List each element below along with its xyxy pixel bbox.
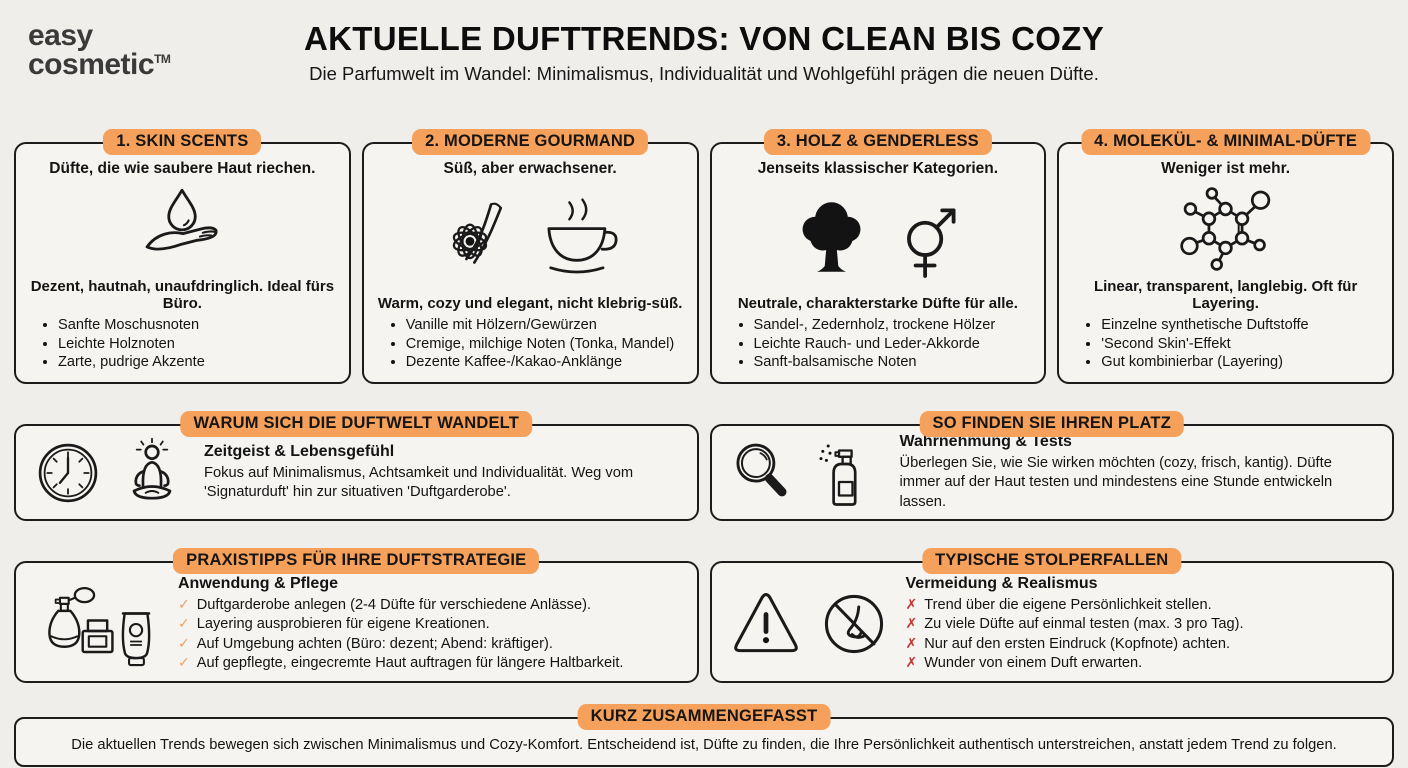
card-summary: KURZ ZUSAMMENGEFASST Die aktuellen Trend… [14, 704, 1394, 768]
tip-text: Auf gepflegte, eingecremte Haut auftrage… [196, 654, 624, 671]
molecule-icon [1170, 181, 1282, 275]
cross-icon: ✗ [905, 635, 918, 652]
tip-item: ✓ Auf Umgebung achten (Büro: dezent; Aben… [178, 635, 681, 654]
badge-holz-genderless: 3. HOLZ & GENDERLESS [763, 129, 992, 155]
card-holz-genderless: 3. HOLZ & GENDERLESS Jenseits klassische… [709, 129, 1047, 384]
badge-praxistipps: PRAXISTIPPS FÜR IHRE DUFTSTRATEGIE [173, 548, 540, 574]
trademark-symbol: TM [154, 51, 171, 66]
card-heading: Zeitgeist & Lebensgefühl [204, 442, 395, 460]
badge-summary: KURZ ZUSAMMENGEFASST [577, 704, 831, 730]
bullet-item: Cremige, milchige Noten (Tonka, Mandel) [406, 335, 687, 354]
warning-triangle-icon [728, 586, 804, 662]
bullet-item: Dezente Kaffee-/Kakao-Anklänge [406, 353, 687, 372]
bullet-list: Vanille mit Hölzern/Gewürzen Cremige, mi… [374, 316, 687, 372]
card-stolperfallen: TYPISCHE STOLPERFALLEN [709, 548, 1394, 683]
logo-line2: cosmeticTM [28, 47, 171, 81]
magnifier-icon [728, 437, 800, 509]
card-skin-scents: 1. SKIN SCENTS Düfte, die wie saubere Ha… [14, 129, 351, 384]
card-heading: Anwendung & Pflege [178, 574, 338, 592]
check-icon: ✓ [178, 596, 190, 613]
card-heading: Wahrnehmung & Tests [899, 433, 1072, 451]
card-moderne-gourmand: 2. MODERNE GOURMAND Süß, aber erwachsene… [361, 129, 699, 384]
statement: Warm, cozy und elegant, nicht klebrig-sü… [377, 295, 683, 313]
tip-item: ✗ Trend über die eigene Persönlichkeit st… [906, 596, 1377, 615]
vanilla-flower-icon [433, 195, 521, 279]
spray-bottle-icon [812, 437, 884, 509]
cross-icon: ✗ [905, 596, 918, 613]
droplet-hand-icon [130, 182, 234, 274]
perfume-set-icon [39, 580, 157, 668]
tip-item: ✗ Zu viele Düfte auf einmal testen (max. … [906, 615, 1377, 634]
badge-molekuel-minimal: 4. MOLEKÜL- & MINIMAL-DÜFTE [1081, 129, 1371, 155]
header: easy cosmeticTM AKTUELLE DUFTTRENDS: VON… [0, 0, 1408, 98]
clock-icon [32, 437, 104, 509]
card-warum-wandel: WARUM SICH DIE DUFTWELT WANDELT [14, 411, 699, 521]
cross-icon: ✗ [905, 654, 918, 671]
card-heading: Vermeidung & Realismus [905, 574, 1098, 592]
easycosmetic-logo: easy cosmeticTM [28, 19, 171, 81]
bullet-item: Leichte Rauch- und Leder-Akkorde [754, 335, 1035, 354]
tip-text: Duftgarderobe anlegen (2-4 Düfte für ver… [196, 596, 592, 613]
meditation-icon [116, 437, 188, 509]
bullet-item: Zarte, pudrige Akzente [58, 353, 339, 372]
tip-text: Wunder von einem Duft erwarten. [924, 654, 1143, 671]
tip-text: Nur auf den ersten Eindruck (Kopfnote) a… [924, 635, 1231, 652]
bullet-list: Sandel-, Zedernholz, trockene Hölzer Lei… [722, 316, 1035, 372]
page-subtitle: Die Parfumwelt im Wandel: Minimalismus, … [309, 63, 1099, 84]
tip-item: ✗ Wunder von einem Duft erwarten. [906, 654, 1377, 673]
trend-cards-row: 1. SKIN SCENTS Düfte, die wie saubere Ha… [14, 129, 1394, 384]
tip-text: Zu viele Düfte auf einmal testen (max. 3… [924, 616, 1244, 633]
card-molekuel-minimal: 4. MOLEKÜL- & MINIMAL-DÜFTE Weniger ist … [1057, 129, 1394, 384]
statement: Dezent, hautnah, unaufdringlich. Ideal f… [30, 277, 335, 313]
bullet-item: Vanille mit Hölzern/Gewürzen [406, 316, 687, 335]
bullet-item: Sandel-, Zedernholz, trockene Hölzer [754, 316, 1035, 335]
tip-text: Layering ausprobieren für eigene Kreatio… [196, 616, 490, 633]
tagline: Weniger ist mehr. [1161, 160, 1291, 177]
tip-item: ✓ Auf gepflegte, eingecremte Haut auftrag… [178, 654, 681, 673]
tip-item: ✗ Nur auf den ersten Eindruck (Kopfnote) … [906, 635, 1377, 654]
tip-text: Auf Umgebung achten (Büro: dezent; Abend… [196, 635, 553, 652]
tip-cards-row: PRAXISTIPPS FÜR IHRE DUFTSTRATEGIE [14, 548, 1394, 683]
bullet-item: Einzelne synthetische Duftstoffe [1101, 316, 1382, 335]
bullet-item: Gut kombinierbar (Layering) [1101, 353, 1382, 372]
tagline: Süß, aber erwachsener. [443, 160, 617, 177]
no-smell-icon [816, 586, 892, 662]
title-block: AKTUELLE DUFTTRENDS: VON CLEAN BIS COZY … [0, 0, 1408, 85]
tagline: Düfte, die wie saubere Haut riechen. [49, 160, 316, 177]
card-text: Fokus auf Minimalismus, Achtsamkeit und … [204, 464, 634, 500]
badge-ihren-platz: SO FINDEN SIE IHREN PLATZ [919, 411, 1184, 437]
tip-item: ✓ Layering ausprobieren für eigene Kreati… [178, 615, 681, 634]
cross-icon: ✗ [905, 616, 918, 633]
bullet-item: 'Second Skin'-Effekt [1101, 335, 1382, 354]
info-cards-row: WARUM SICH DIE DUFTWELT WANDELT [14, 411, 1394, 521]
badge-stolperfallen: TYPISCHE STOLPERFALLEN [922, 548, 1182, 574]
page-title: AKTUELLE DUFTTRENDS: VON CLEAN BIS COZY [303, 20, 1105, 57]
card-praxistipps: PRAXISTIPPS FÜR IHRE DUFTSTRATEGIE [14, 548, 699, 683]
card-text: Überlegen Sie, wie Sie wirken möchten (c… [899, 455, 1333, 510]
statement: Neutrale, charakterstarke Düfte für alle… [737, 295, 1018, 313]
card-ihren-platz: SO FINDEN SIE IHREN PLATZ [709, 411, 1394, 521]
logo-line1: easy [28, 19, 93, 52]
tip-item: ✓ Duftgarderobe anlegen (2-4 Düfte für ve… [178, 596, 681, 615]
tree-icon [791, 193, 873, 281]
bullet-list: Einzelne synthetische Duftstoffe 'Second… [1069, 316, 1382, 372]
check-icon: ✓ [178, 635, 190, 652]
check-icon: ✓ [178, 654, 190, 671]
badge-skin-scents: 1. SKIN SCENTS [103, 129, 262, 155]
badge-moderne-gourmand: 2. MODERNE GOURMAND [412, 129, 649, 155]
bullet-item: Sanft-balsamische Noten [754, 353, 1035, 372]
check-icon: ✓ [178, 616, 190, 633]
bullet-item: Sanfte Moschusnoten [58, 316, 339, 335]
genderless-symbol-icon [889, 193, 965, 281]
coffee-cup-icon [537, 195, 627, 279]
statement: Linear, transparent, langlebig. Oft für … [1093, 277, 1358, 313]
tagline: Jenseits klassischer Kategorien. [757, 160, 999, 177]
bullet-item: Leichte Holznoten [58, 335, 339, 354]
summary-row: KURZ ZUSAMMENGEFASST Die aktuellen Trend… [14, 704, 1394, 768]
tip-text: Trend über die eigene Persönlichkeit ste… [924, 596, 1212, 613]
summary-text: Die aktuellen Trends bewegen sich zwisch… [71, 737, 1337, 753]
bullet-list: Sanfte Moschusnoten Leichte Holznoten Za… [26, 316, 339, 372]
badge-warum-wandel: WARUM SICH DIE DUFTWELT WANDELT [180, 411, 532, 437]
